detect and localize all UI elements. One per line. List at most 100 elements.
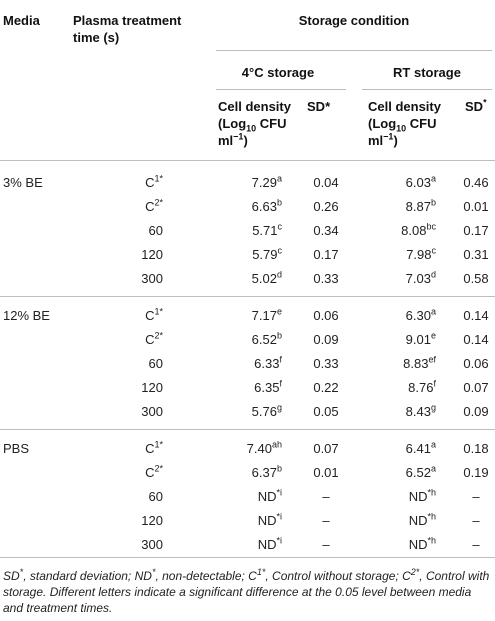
- treatment-time-text: 300: [141, 404, 163, 419]
- header-plasma-time: Plasma treatment time (s): [73, 12, 181, 46]
- rt-sd-text: 0.07: [463, 380, 489, 395]
- treatment-time: 300: [90, 537, 163, 553]
- cold-sd: 0.05: [304, 404, 348, 420]
- cold-value-letter: *i: [276, 487, 282, 498]
- cold-cell-density: 5.02d: [216, 269, 282, 287]
- rt-value: 7.03: [405, 271, 431, 286]
- footnote-part: SD: [3, 569, 20, 583]
- treatment-time-text: 60: [148, 489, 163, 504]
- treatment-time: 300: [90, 404, 163, 420]
- cell-density-line3-sup: −1: [233, 131, 244, 142]
- rule-under-rt: [362, 89, 492, 90]
- rule-under-4c: [216, 89, 346, 90]
- rt-sd-text: –: [472, 537, 480, 552]
- cell-density-log-pre: (Log: [218, 116, 247, 131]
- treatment-time: C2*: [90, 330, 163, 348]
- cold-value-letter: a: [276, 173, 282, 184]
- treatment-time-sup: 2*: [154, 330, 163, 341]
- cold-sd: 0.22: [304, 380, 348, 396]
- rt-value-letter: *h: [427, 511, 436, 522]
- cold-value: 6.37: [251, 465, 277, 480]
- rt-cell-density: 9.01e: [362, 330, 436, 348]
- header-media: Media: [3, 13, 40, 28]
- treatment-time-text: 60: [148, 223, 163, 238]
- rt-value-letter: a: [430, 173, 436, 184]
- cell-density-log-pre: (Log: [368, 116, 397, 131]
- rt-cell-density: 6.52a: [362, 464, 436, 481]
- cold-value-letter: c: [277, 221, 283, 232]
- treatment-time: 60: [90, 489, 163, 505]
- cold-value-letter: d: [276, 269, 282, 280]
- media-text: 3% BE: [3, 175, 43, 190]
- rt-value: 6.30: [405, 308, 431, 323]
- cold-value: 5.79: [252, 247, 278, 262]
- rt-value: 7.98: [406, 247, 432, 262]
- treatment-time: 120: [90, 380, 163, 396]
- rt-value-letter: g: [430, 402, 436, 413]
- rt-sd: –: [456, 513, 495, 529]
- header-rt-storage: RT storage: [393, 65, 461, 80]
- rt-value-letter: c: [431, 245, 437, 256]
- cold-value-letter: f: [279, 354, 282, 365]
- cold-cell-density: ND*i: [216, 487, 282, 505]
- rt-cell-density: ND*h: [362, 511, 436, 529]
- cold-value: ND: [257, 489, 277, 504]
- rt-sd-text: 0.14: [463, 332, 489, 347]
- treatment-time-text: C: [145, 175, 155, 190]
- treatment-time-sup: 1*: [154, 173, 163, 184]
- treatment-time: 60: [90, 356, 163, 372]
- cell-density-line3-pre: ml: [218, 133, 234, 148]
- treatment-time-text: 120: [141, 380, 163, 395]
- cold-sd-text: 0.04: [313, 175, 339, 190]
- cold-value: 6.63: [251, 199, 277, 214]
- treatment-time: 60: [90, 223, 163, 239]
- cell-density-log-post: CFU: [406, 116, 437, 131]
- cold-cell-density: ND*i: [216, 535, 282, 553]
- rt-cell-density: 8.76f: [362, 379, 436, 396]
- rt-sd: 0.07: [456, 380, 495, 396]
- media-label: 12% BE: [3, 308, 50, 324]
- rt-value: ND: [408, 537, 428, 552]
- treatment-time-sup: 1*: [154, 306, 163, 317]
- cold-cell-density: 6.35f: [216, 379, 282, 396]
- rt-value: 8.08: [401, 223, 427, 238]
- cold-value-letter: *i: [276, 535, 282, 546]
- rt-sd: 0.14: [456, 332, 495, 348]
- rt-value: 6.41: [405, 441, 431, 456]
- cold-cell-density: 7.40ah: [216, 440, 282, 457]
- table-footnote: SD*, standard deviation; ND*, non-detect…: [3, 568, 493, 616]
- rt-cell-density: 8.83ef: [362, 355, 436, 372]
- cold-value-letter: b: [276, 463, 282, 474]
- treatment-time-text: C: [145, 308, 155, 323]
- sd-star: *: [325, 99, 331, 114]
- cold-sd: 0.34: [304, 223, 348, 239]
- rt-cell-density: 7.03d: [362, 270, 436, 287]
- rt-value-letter: e: [430, 330, 436, 341]
- footnote-sup: 1*: [256, 567, 266, 577]
- cell-density-line3-sup: −1: [383, 131, 394, 142]
- rt-sd-text: 0.46: [463, 175, 489, 190]
- cold-value-letter: e: [276, 306, 282, 317]
- cold-value: 6.33: [254, 356, 280, 371]
- cold-sd-text: 0.01: [313, 465, 339, 480]
- header-cell-density-rt: Cell density (Log10 CFU ml−1): [368, 98, 441, 149]
- cold-value: 5.02: [251, 271, 277, 286]
- rt-value: 6.03: [405, 175, 431, 190]
- treatment-time-text: 300: [141, 271, 163, 286]
- rt-sd: 0.31: [456, 247, 495, 263]
- cold-sd-text: 0.17: [313, 247, 339, 262]
- header-sd-rt: SD*: [465, 98, 487, 115]
- rt-cell-density: 6.30a: [362, 307, 436, 324]
- cold-cell-density: 7.17e: [216, 306, 282, 324]
- rt-value: 6.52: [405, 465, 431, 480]
- treatment-time: C1*: [90, 173, 163, 191]
- cell-density-line3-post: ): [393, 133, 398, 148]
- header-storage-condition: Storage condition: [298, 13, 410, 28]
- cold-value: 6.52: [251, 332, 277, 347]
- treatment-time-text: C: [145, 441, 155, 456]
- footnote-sup: 2*: [410, 567, 420, 577]
- rt-cell-density: 8.43g: [362, 402, 436, 420]
- cold-value: 6.35: [254, 380, 280, 395]
- media-label: 3% BE: [3, 175, 43, 191]
